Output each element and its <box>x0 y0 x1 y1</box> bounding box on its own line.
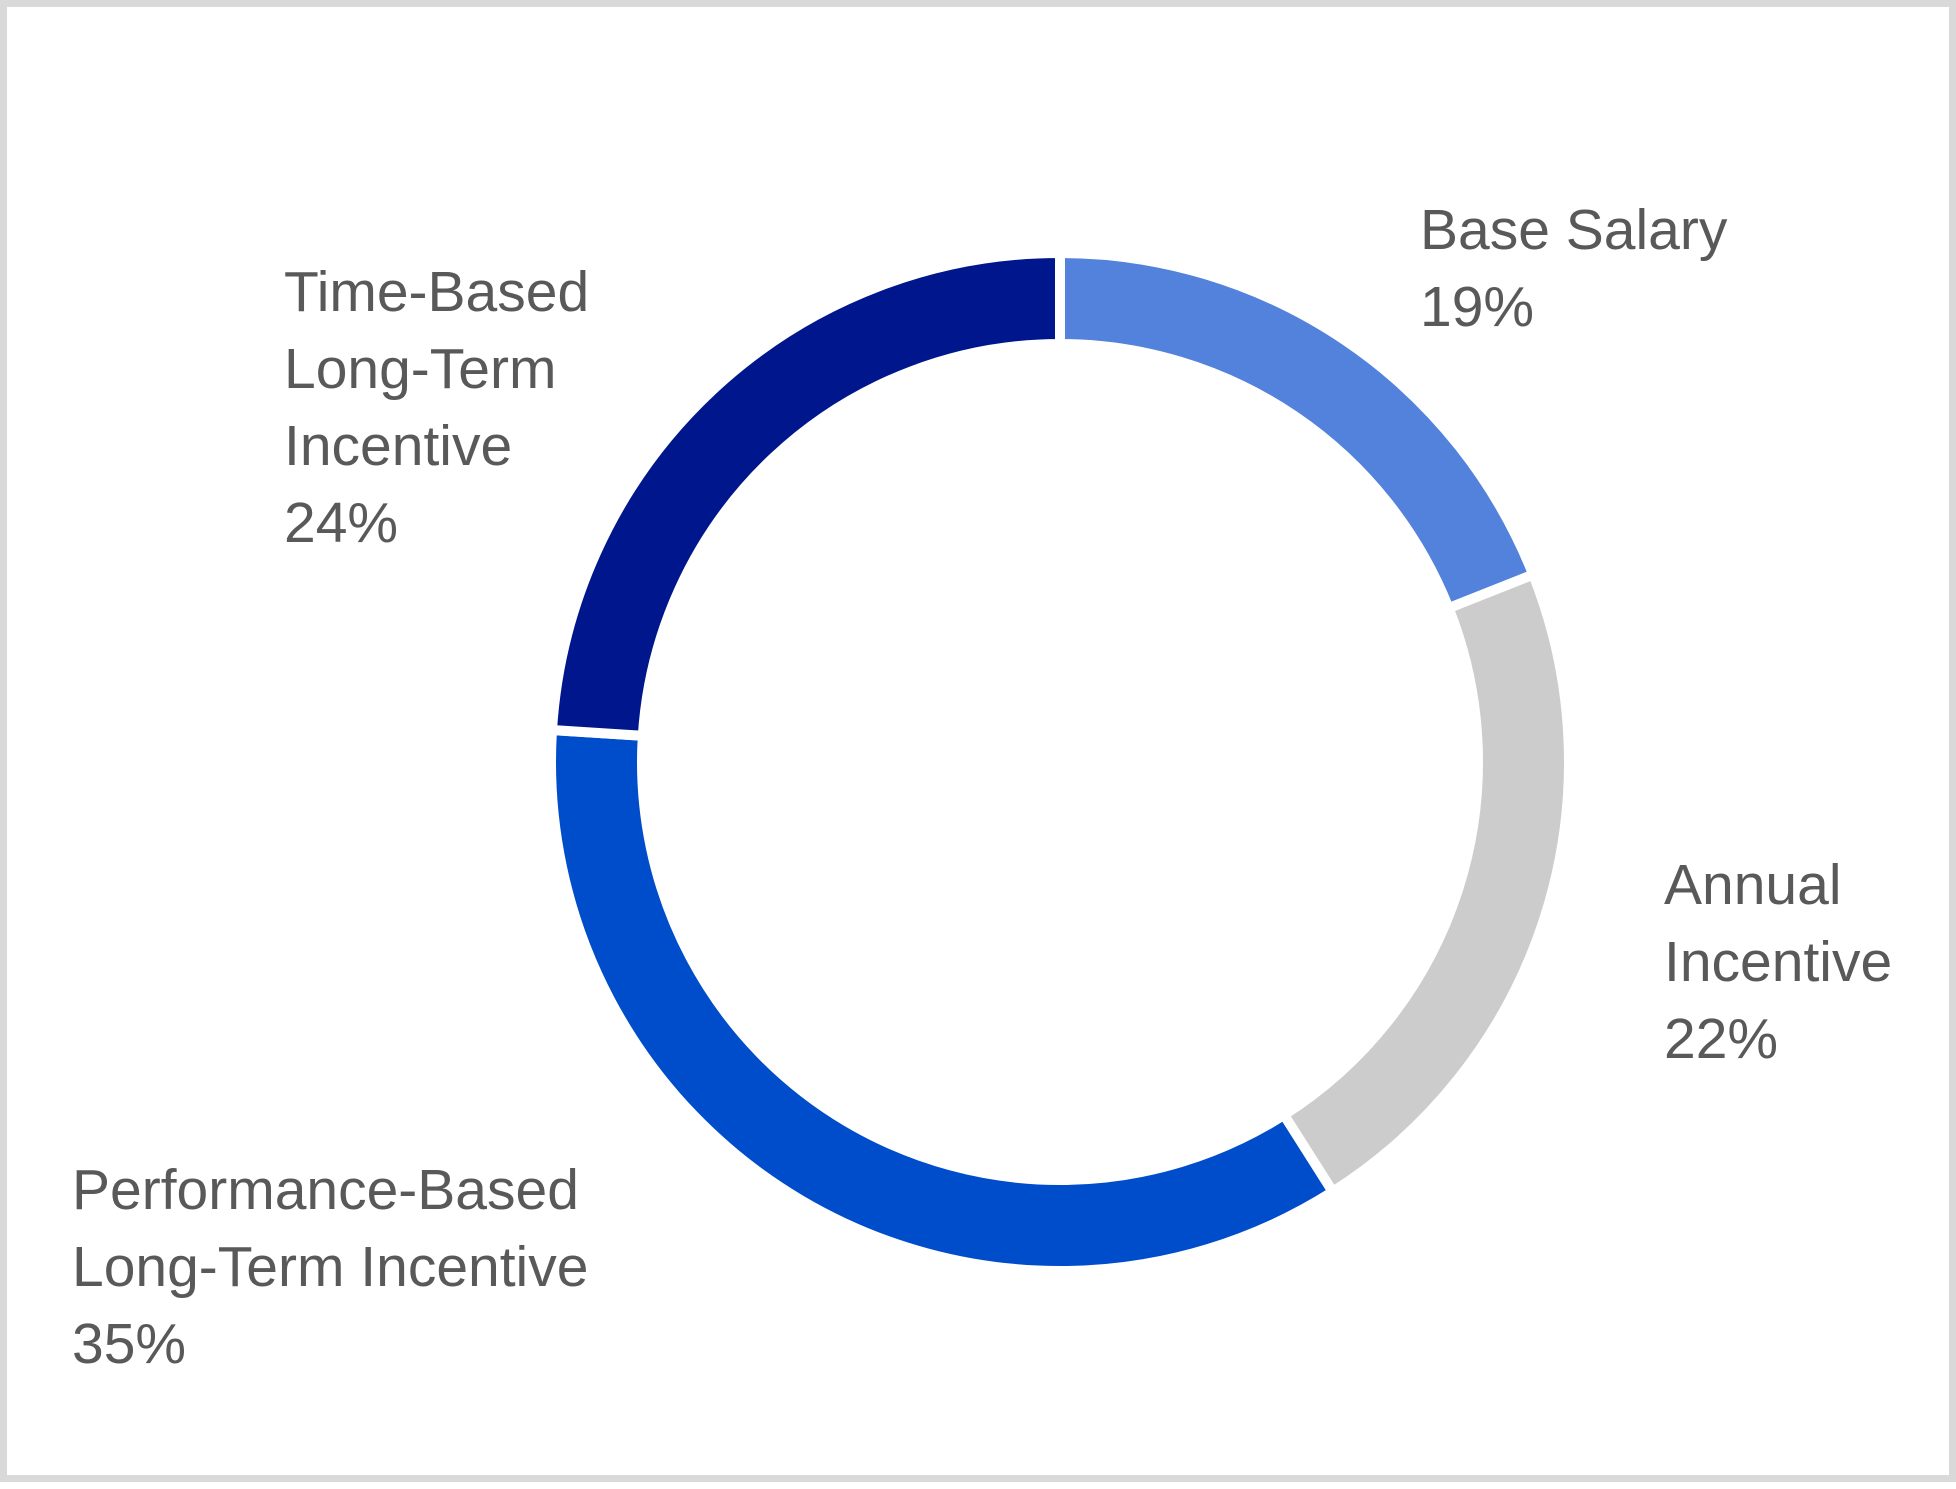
donut-segment <box>546 724 1340 1276</box>
donut-segment <box>546 247 1065 742</box>
segment-label: Time-Based Long-Term Incentive 24% <box>284 254 644 562</box>
value-label: 22% <box>1664 1007 1779 1071</box>
donut-chart <box>546 247 1574 1276</box>
value-label: 35% <box>72 1312 187 1376</box>
segment-label: Annual Incentive 22% <box>1664 847 1954 1078</box>
segment-label: Performance-Based Long-Term Incentive 35% <box>72 1152 672 1383</box>
category-name: Time-Based Long-Term Incentive <box>284 260 590 478</box>
segment-label: Base Salary 19% <box>1420 192 1840 346</box>
category-name: Base Salary <box>1420 198 1728 262</box>
value-label: 24% <box>284 491 399 555</box>
donut-segment <box>1277 568 1574 1199</box>
category-name: Performance-Based Long-Term Incentive <box>72 1158 589 1299</box>
category-name: Annual Incentive <box>1664 853 1893 994</box>
value-label: 19% <box>1420 275 1535 339</box>
